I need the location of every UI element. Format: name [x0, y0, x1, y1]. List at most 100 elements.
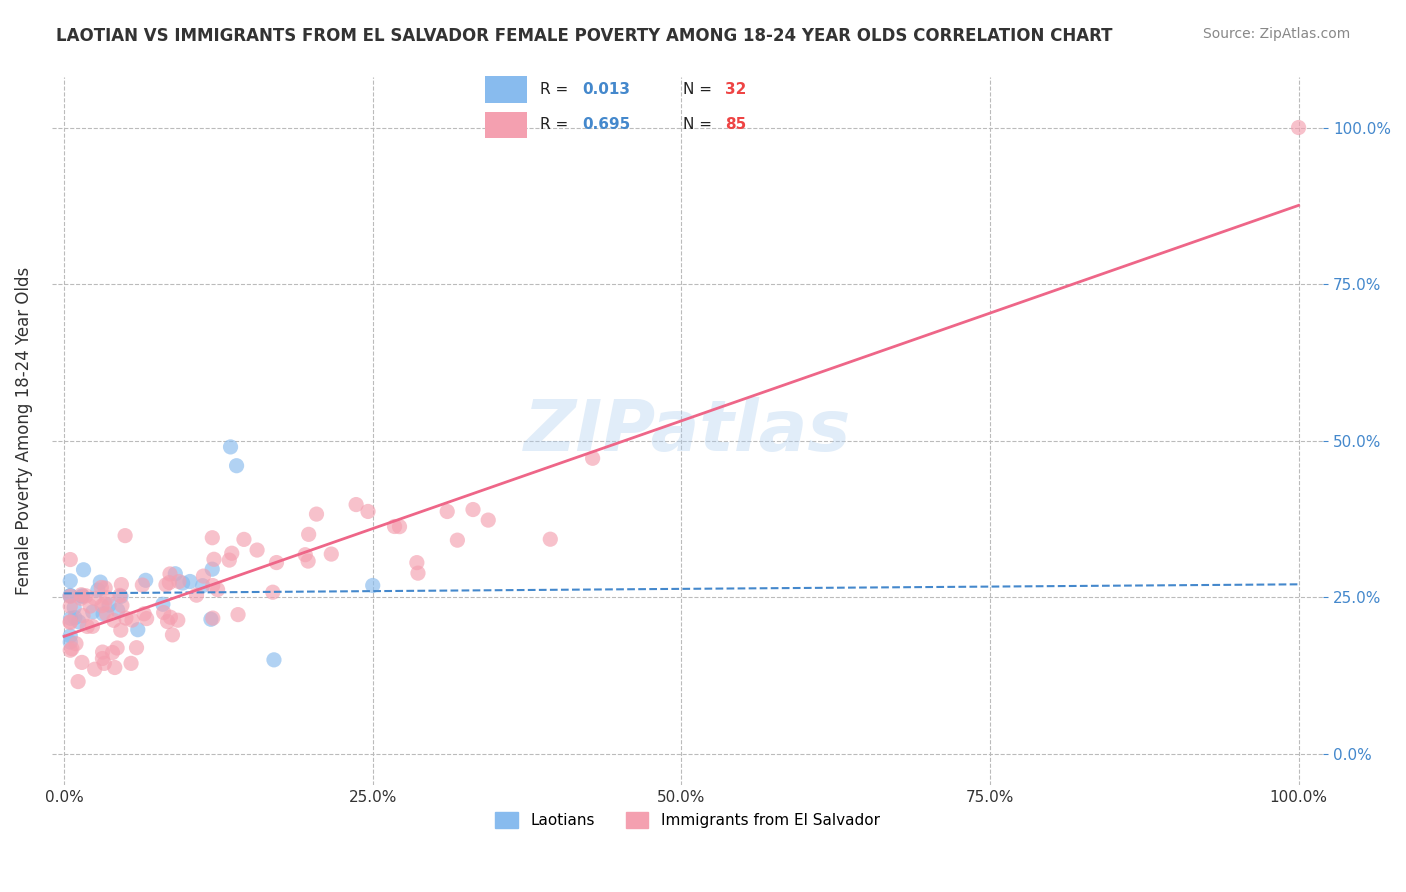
Point: [446, 533, 468, 548]
Point: [114, 528, 136, 542]
Point: [159, 566, 181, 581]
Point: [72, 589, 94, 603]
Text: 0.695: 0.695: [582, 118, 630, 132]
Point: [59, 552, 82, 566]
Point: [157, 575, 180, 590]
Point: [162, 628, 184, 642]
Point: [461, 502, 484, 516]
Point: [298, 527, 321, 541]
Point: [436, 504, 458, 518]
Point: [65, 637, 87, 651]
Point: [101, 646, 124, 660]
Point: [266, 556, 288, 570]
Point: [59, 590, 82, 604]
Text: Source: ZipAtlas.com: Source: ZipAtlas.com: [1202, 27, 1350, 41]
Point: [59, 589, 82, 603]
Point: [131, 578, 153, 592]
Point: [91, 607, 114, 621]
Point: [96, 591, 118, 605]
Point: [59, 615, 82, 630]
Text: ZIPatlas: ZIPatlas: [524, 397, 851, 466]
Point: [127, 623, 149, 637]
Point: [406, 566, 429, 581]
Point: [90, 581, 112, 595]
Point: [219, 440, 242, 454]
Text: N =: N =: [683, 118, 717, 132]
Text: N =: N =: [683, 82, 717, 96]
Point: [91, 645, 114, 659]
Point: [91, 651, 114, 665]
Point: [361, 578, 384, 592]
Point: [201, 578, 224, 592]
Point: [193, 569, 215, 583]
Point: [155, 578, 177, 592]
Point: [76, 619, 98, 633]
Point: [93, 657, 115, 671]
Point: [134, 607, 156, 621]
Point: [96, 607, 118, 621]
Point: [59, 574, 82, 588]
Point: [201, 611, 224, 625]
Point: [262, 585, 284, 599]
Point: [225, 458, 247, 473]
Point: [79, 599, 101, 613]
FancyBboxPatch shape: [485, 112, 527, 138]
Point: [59, 599, 82, 614]
Point: [105, 640, 128, 655]
Point: [202, 552, 225, 566]
Point: [103, 613, 125, 627]
Point: [135, 574, 157, 588]
Point: [59, 629, 82, 643]
Point: [305, 507, 328, 521]
Point: [70, 656, 93, 670]
Point: [59, 589, 82, 603]
Point: [59, 643, 82, 657]
Point: [200, 612, 222, 626]
Point: [82, 619, 104, 633]
Point: [226, 607, 249, 622]
Point: [221, 546, 243, 560]
Point: [191, 579, 214, 593]
Point: [94, 581, 117, 595]
Point: [70, 588, 93, 602]
Point: [110, 590, 132, 604]
Point: [1288, 120, 1310, 135]
Point: [60, 641, 83, 656]
Point: [91, 599, 114, 613]
Point: [82, 605, 104, 619]
Point: [246, 543, 269, 558]
Point: [67, 615, 90, 629]
Point: [63, 610, 86, 624]
Point: [59, 611, 82, 625]
Point: [159, 610, 181, 624]
Point: [67, 674, 90, 689]
Point: [388, 519, 411, 533]
Point: [93, 597, 115, 611]
Point: [98, 598, 121, 612]
Point: [75, 589, 97, 603]
Point: [110, 623, 132, 637]
Point: [538, 532, 561, 546]
Point: [201, 531, 224, 545]
Point: [83, 662, 105, 676]
FancyBboxPatch shape: [485, 76, 527, 103]
Point: [344, 498, 367, 512]
Point: [111, 599, 134, 613]
Point: [186, 588, 208, 602]
Point: [104, 660, 127, 674]
Point: [87, 583, 110, 598]
Text: 32: 32: [725, 82, 747, 96]
Point: [135, 611, 157, 625]
Point: [294, 548, 316, 562]
Point: [263, 653, 285, 667]
Point: [108, 588, 131, 602]
Point: [59, 615, 82, 629]
Point: [121, 613, 143, 627]
Point: [201, 562, 224, 576]
Text: 85: 85: [725, 118, 747, 132]
Point: [218, 553, 240, 567]
Point: [357, 504, 380, 518]
Point: [83, 591, 105, 606]
Point: [165, 566, 187, 581]
Text: R =: R =: [540, 82, 574, 96]
